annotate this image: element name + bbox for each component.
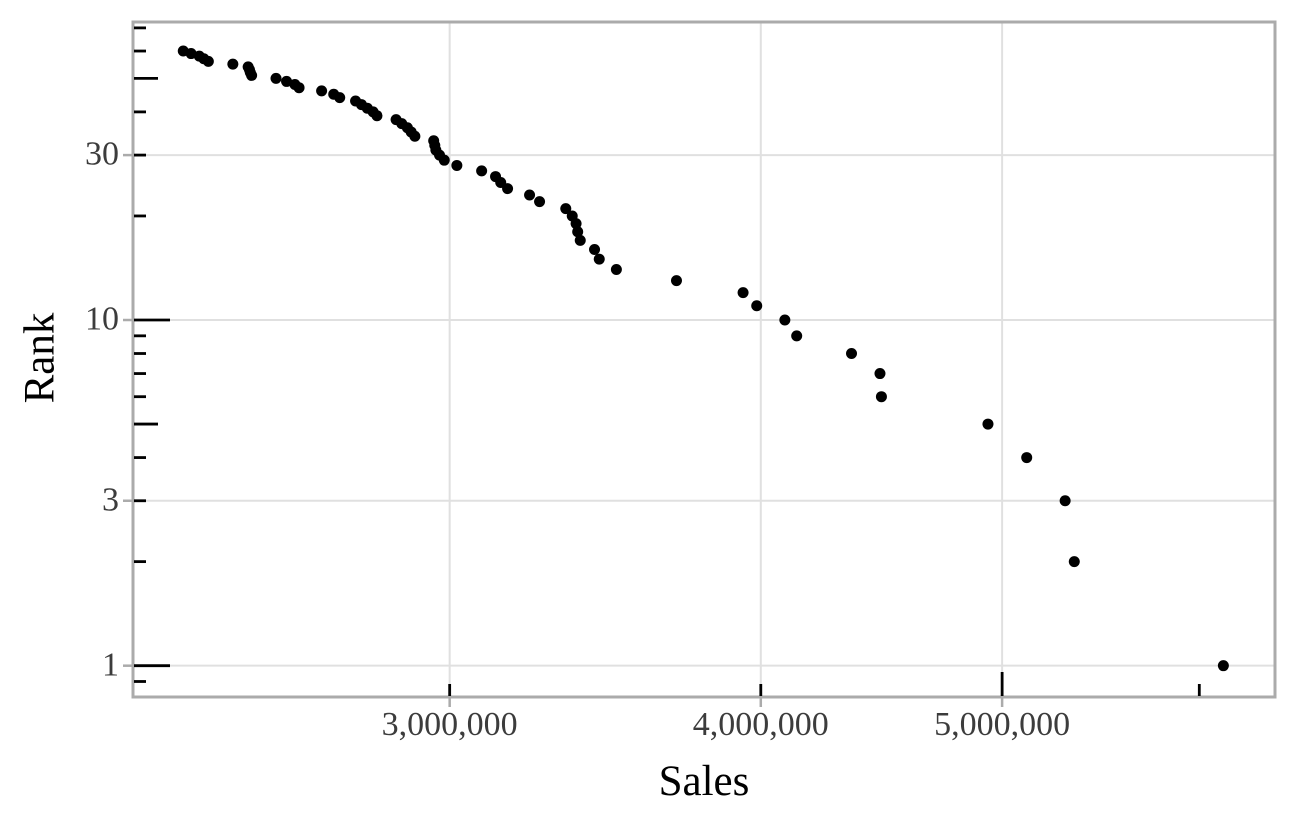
data-point-rank-23 (524, 189, 536, 201)
data-point-rank-3 (1059, 495, 1071, 507)
data-point-rank-22 (534, 196, 546, 208)
data-point-rank-55 (227, 58, 239, 70)
data-point-rank-45 (328, 88, 340, 100)
data-point-rank-38 (390, 114, 402, 126)
data-point-rank-5 (982, 418, 994, 430)
data-point-rank-17 (574, 234, 586, 246)
data-point-rank-43 (350, 95, 362, 107)
y-tick-label-10: 10 (85, 300, 119, 338)
data-point-rank-12 (737, 287, 749, 299)
data-point-rank-16 (589, 243, 601, 255)
data-point-rank-49 (281, 75, 293, 87)
panel-border (131, 20, 1277, 699)
data-point-rank-2 (1068, 556, 1080, 568)
data-point-rank-8 (846, 348, 858, 360)
data-point-rank-20 (566, 210, 578, 222)
panel-background (133, 22, 1275, 697)
data-point-rank-54 (242, 61, 254, 73)
data-point-rank-21 (560, 203, 572, 215)
x-tick-label-3000000: 3,000,000 (381, 706, 518, 743)
log-ticks (134, 26, 1201, 696)
data-point-rank-50 (270, 72, 282, 84)
data-point-rank-11 (751, 300, 763, 312)
x-tick-label-5000000: 5,000,000 (934, 706, 1071, 743)
data-point-rank-46 (316, 85, 328, 97)
data-point-rank-13 (670, 275, 682, 287)
data-points (177, 45, 1229, 672)
y-axis-title: Rank (16, 312, 64, 404)
data-point-rank-10 (779, 314, 791, 326)
y-tick-label-3: 3 (102, 481, 119, 519)
data-point-rank-33 (428, 135, 440, 147)
data-point-rank-48 (289, 79, 301, 91)
data-point-rank-6 (875, 391, 887, 403)
data-point-rank-26 (490, 171, 502, 183)
data-point-rank-14 (610, 264, 622, 276)
x-axis-title: Sales (658, 758, 750, 805)
axis-ticks (123, 153, 1004, 707)
y-tick-label-30: 30 (85, 135, 119, 173)
data-point-rank-28 (451, 159, 463, 171)
major-gridlines (133, 22, 1275, 697)
y-tick-label-1: 1 (102, 645, 119, 683)
data-point-rank-15 (593, 253, 605, 265)
data-point-rank-9 (791, 330, 803, 342)
data-point-rank-4 (1021, 452, 1033, 464)
data-point-rank-60 (177, 45, 189, 57)
x-tick-label-4000000: 4,000,000 (692, 706, 829, 743)
data-point-rank-27 (476, 165, 488, 177)
data-point-rank-7 (874, 368, 886, 380)
data-point-rank-1 (1217, 660, 1229, 672)
